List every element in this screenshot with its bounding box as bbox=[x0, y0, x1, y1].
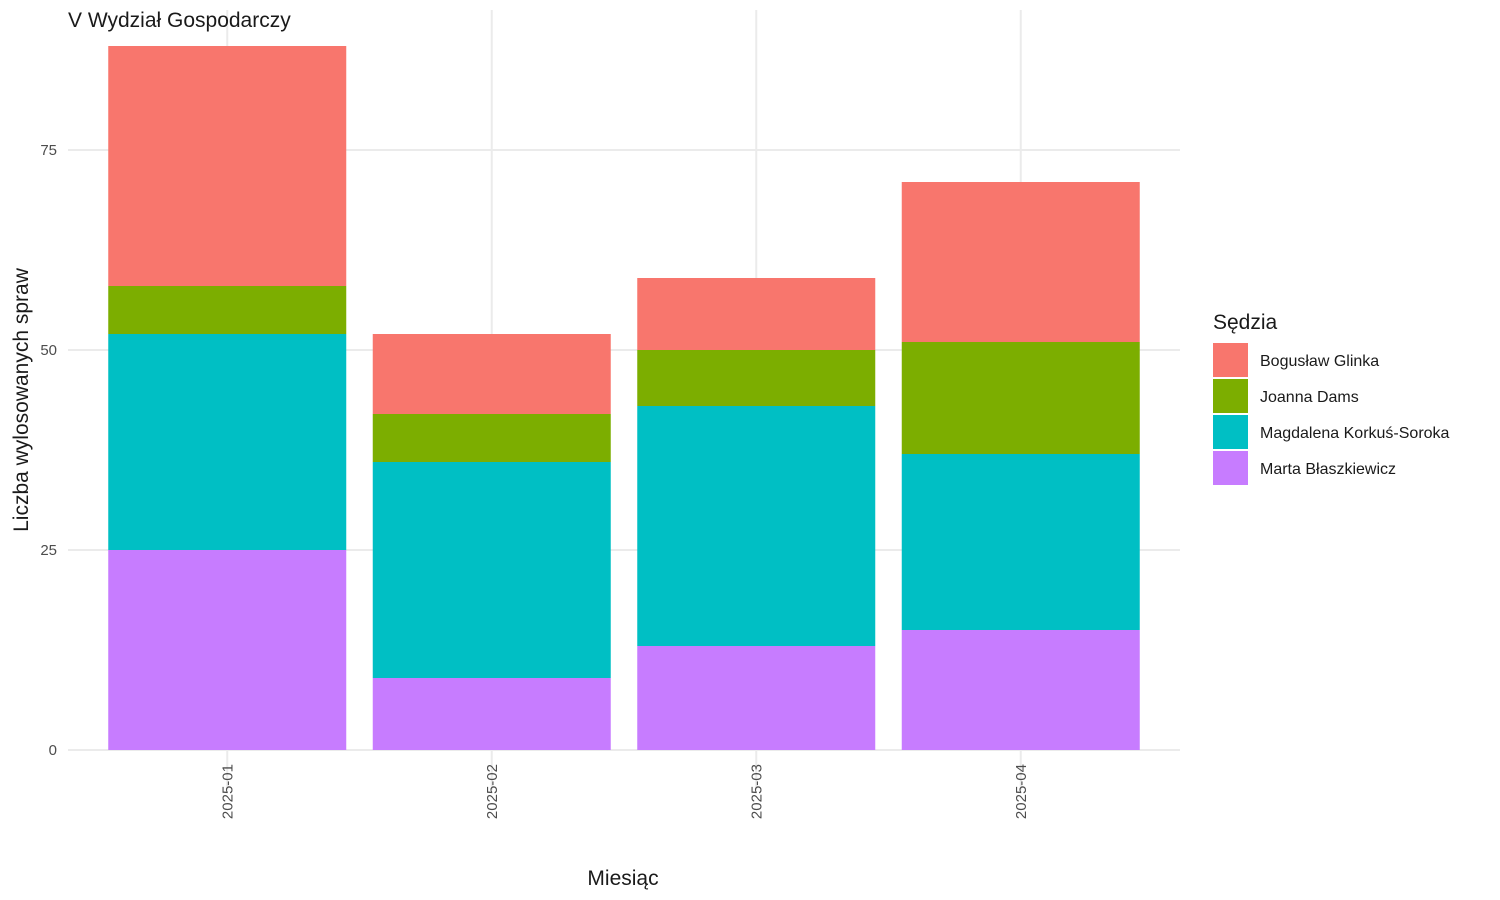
x-axis-ticks: 2025-01 2025-02 2025-03 2025-04 bbox=[219, 764, 1030, 819]
legend-label-2: Magdalena Korkuś-Soroka bbox=[1260, 425, 1450, 442]
y-tick-label-25: 25 bbox=[40, 542, 57, 559]
y-axis-title: Liczba wylosowanych spraw bbox=[10, 267, 33, 532]
legend: Sędzia Bogusław Glinka Joanna Dams Magdale… bbox=[1213, 311, 1450, 485]
y-tick-label-0: 0 bbox=[49, 742, 57, 759]
chart-title: V Wydział Gospodarczy bbox=[68, 9, 291, 32]
legend-label-1: Joanna Dams bbox=[1260, 389, 1359, 406]
y-tick-label-75: 75 bbox=[40, 142, 57, 159]
x-tick-label-2025-04: 2025-04 bbox=[1013, 764, 1030, 819]
legend-label-3: Marta Błaszkiewicz bbox=[1260, 461, 1396, 478]
legend-key-0 bbox=[1213, 343, 1248, 377]
bars bbox=[108, 46, 1140, 750]
legend-key-3 bbox=[1213, 451, 1248, 485]
legend-title: Sędzia bbox=[1213, 311, 1278, 334]
bar-2025-02-marta-błaszkiewicz bbox=[372, 678, 611, 750]
x-tick-label-2025-02: 2025-02 bbox=[484, 764, 501, 819]
legend-key-2 bbox=[1213, 415, 1248, 449]
x-tick-label-2025-03: 2025-03 bbox=[748, 764, 765, 819]
bar-2025-03-joanna-dams bbox=[637, 350, 876, 406]
bar-2025-02-joanna-dams bbox=[372, 414, 611, 462]
bar-2025-03-marta-błaszkiewicz bbox=[637, 646, 876, 750]
bar-2025-01-marta-błaszkiewicz bbox=[108, 550, 347, 750]
bar-2025-04-marta-błaszkiewicz bbox=[901, 630, 1140, 750]
bar-2025-04-bogusław-glinka bbox=[901, 182, 1140, 342]
legend-key-1 bbox=[1213, 379, 1248, 413]
bar-2025-01-joanna-dams bbox=[108, 286, 347, 334]
bar-2025-02-magdalena-korkuś-soroka bbox=[372, 462, 611, 678]
bar-2025-01-magdalena-korkuś-soroka bbox=[108, 334, 347, 550]
bar-2025-03-magdalena-korkuś-soroka bbox=[637, 406, 876, 646]
bar-2025-04-joanna-dams bbox=[901, 342, 1140, 454]
legend-label-0: Bogusław Glinka bbox=[1260, 353, 1379, 370]
bar-2025-02-bogusław-glinka bbox=[372, 334, 611, 414]
y-tick-label-50: 50 bbox=[40, 342, 57, 359]
x-axis-title: Miesiąc bbox=[587, 867, 658, 890]
x-tick-label-2025-01: 2025-01 bbox=[219, 764, 236, 819]
bar-2025-03-bogusław-glinka bbox=[637, 278, 876, 350]
bar-2025-01-bogusław-glinka bbox=[108, 46, 347, 286]
y-axis-ticks: 0 25 50 75 bbox=[40, 142, 57, 759]
bar-2025-04-magdalena-korkuś-soroka bbox=[901, 454, 1140, 630]
